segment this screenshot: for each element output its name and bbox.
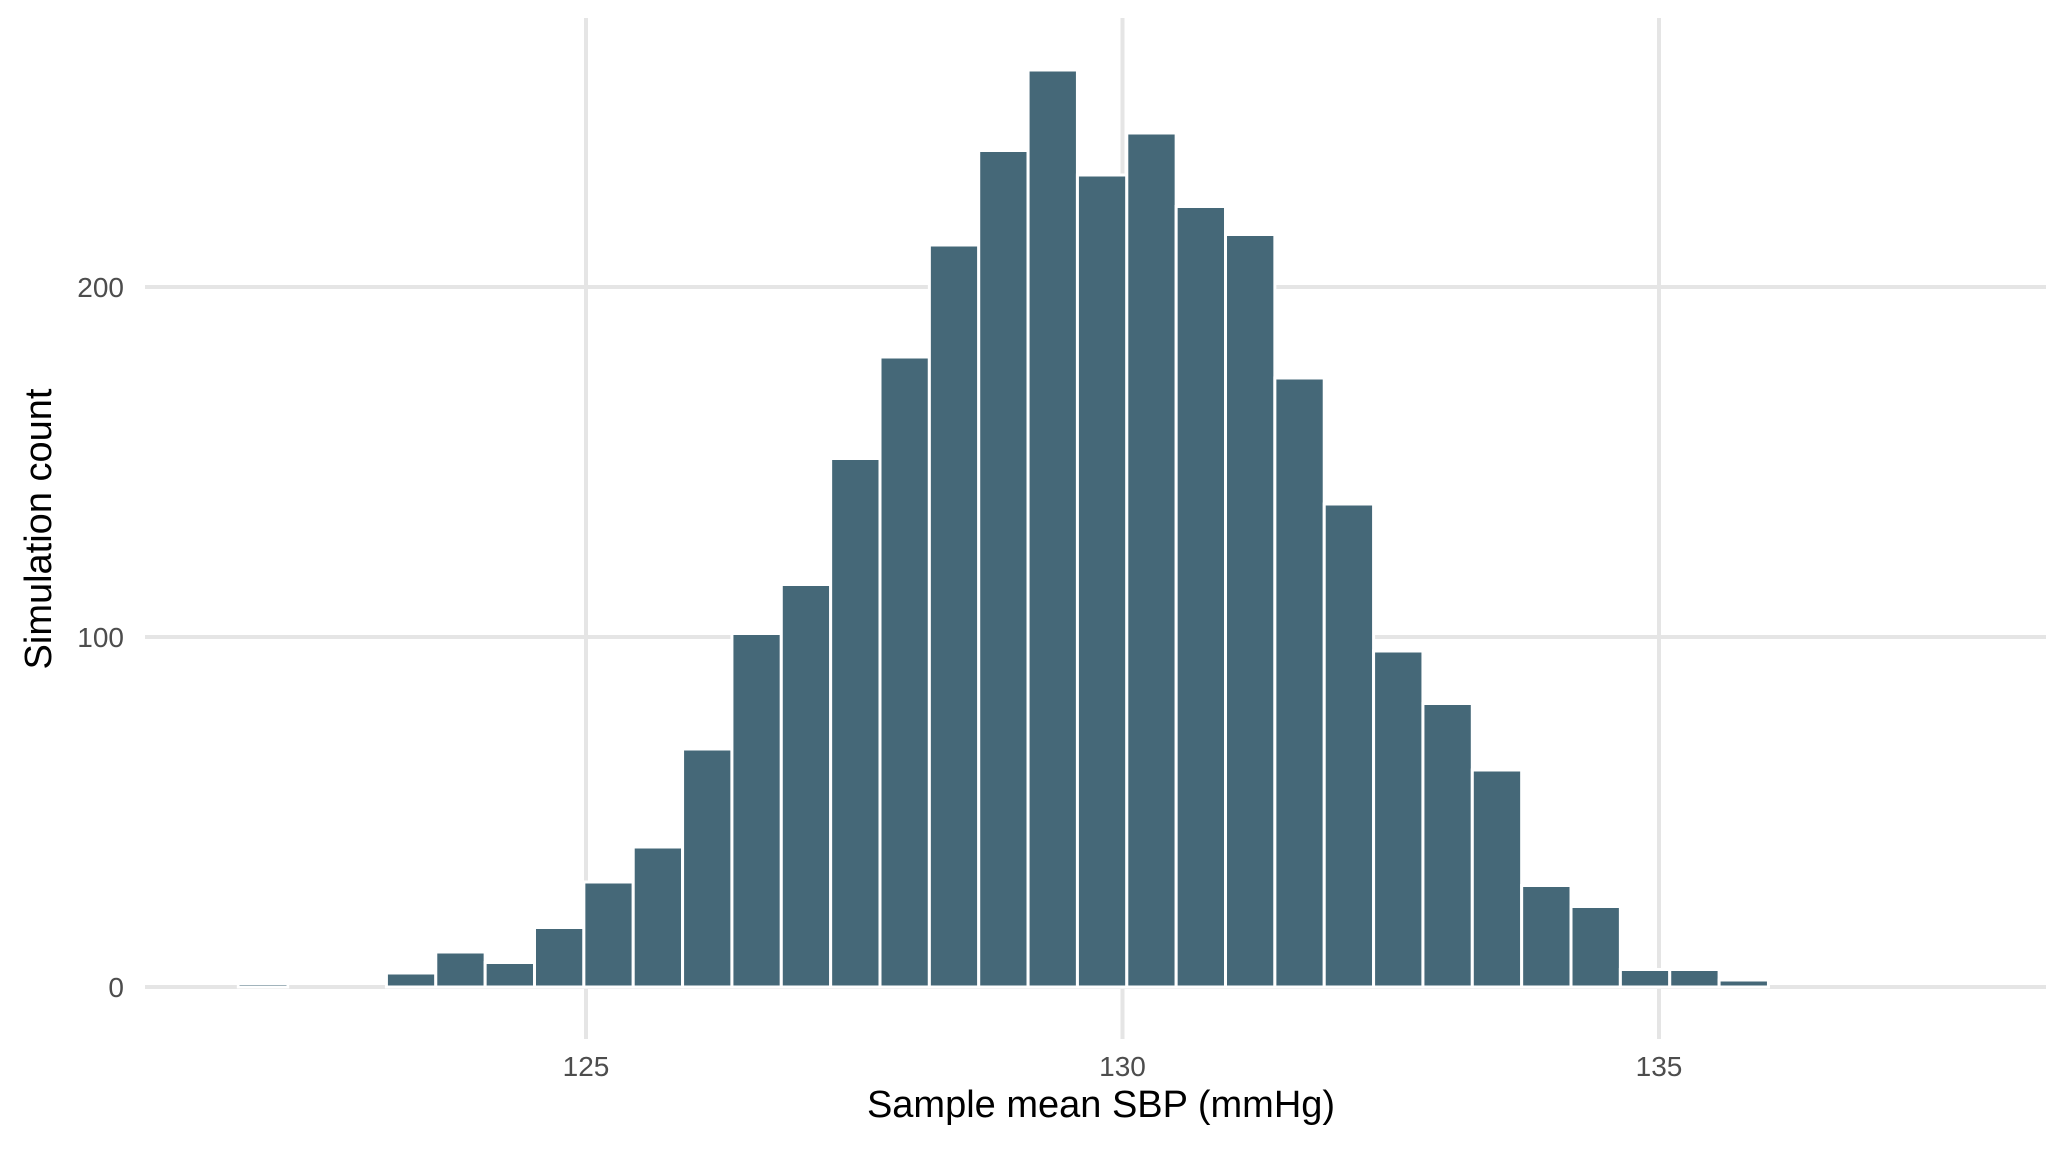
histogram-bar-31 [1717, 978, 1770, 989]
y-tick-label-100: 100 [77, 622, 124, 653]
histogram-bar-17 [1026, 68, 1079, 989]
histogram-bar-30 [1668, 968, 1721, 989]
histogram-bar-10 [681, 747, 734, 989]
histogram-bar-19 [1125, 131, 1178, 989]
histogram-bar-11 [730, 632, 783, 989]
histogram-bar-12 [779, 583, 833, 989]
histogram-bar-20 [1174, 205, 1228, 989]
axis-tick-labels: 0 100 200 125 130 135 [77, 272, 1682, 1082]
histogram-bars [236, 68, 1770, 989]
histogram-bar-21 [1224, 233, 1277, 989]
histogram-bar-13 [829, 457, 882, 989]
histogram-bar-8 [582, 880, 635, 989]
histogram-bar-29 [1618, 968, 1672, 989]
histogram-bar-16 [977, 149, 1030, 989]
x-axis-title: Sample mean SBP (mmHg) [867, 1084, 1335, 1126]
histogram-bar-23 [1322, 502, 1376, 989]
histogram-bar-14 [878, 355, 931, 989]
histogram-bar-7 [532, 926, 586, 989]
histogram-bar-26 [1470, 768, 1524, 989]
x-tick-label-125: 125 [563, 1051, 610, 1082]
histogram-bar-25 [1421, 702, 1474, 989]
histogram-bar-6 [483, 961, 536, 989]
histogram-bar-22 [1273, 376, 1326, 989]
histogram-bar-5 [434, 950, 487, 989]
histogram-bar-28 [1569, 905, 1622, 989]
histogram-bar-9 [631, 845, 685, 989]
histogram-bar-15 [927, 243, 981, 989]
x-tick-label-135: 135 [1636, 1051, 1683, 1082]
histogram-bar-1 [236, 982, 290, 989]
histogram-bar-18 [1075, 173, 1129, 989]
y-tick-label-200: 200 [77, 272, 124, 303]
x-tick-label-130: 130 [1099, 1051, 1146, 1082]
y-axis-title: Simulation count [18, 388, 60, 669]
histogram-bar-27 [1520, 884, 1573, 989]
histogram-bar-4 [384, 971, 438, 989]
histogram-bar-24 [1372, 649, 1425, 989]
y-tick-label-0: 0 [108, 972, 124, 1003]
